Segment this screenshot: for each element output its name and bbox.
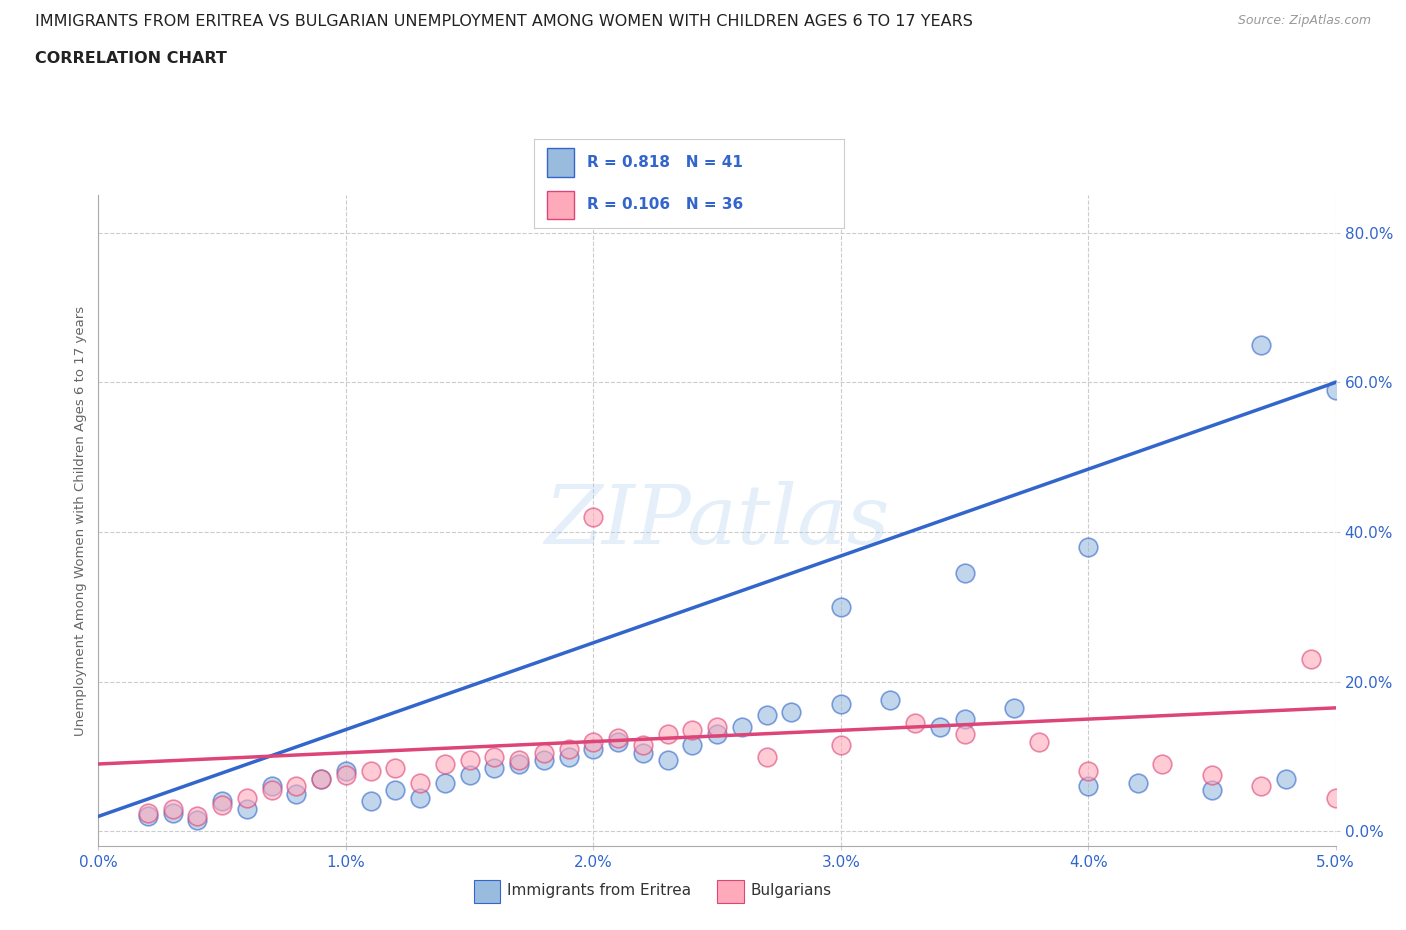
Point xyxy=(186,809,208,824)
Text: ZIPatlas: ZIPatlas xyxy=(544,481,890,561)
Point xyxy=(433,756,456,771)
Point xyxy=(731,719,754,734)
Point xyxy=(533,745,555,760)
Text: IMMIGRANTS FROM ERITREA VS BULGARIAN UNEMPLOYMENT AMONG WOMEN WITH CHILDREN AGES: IMMIGRANTS FROM ERITREA VS BULGARIAN UNE… xyxy=(35,14,973,29)
Point xyxy=(830,600,852,615)
Point xyxy=(1077,764,1099,779)
Point xyxy=(755,708,778,723)
Point xyxy=(236,790,259,805)
Point xyxy=(211,798,233,813)
Point xyxy=(1324,790,1347,805)
Point xyxy=(508,752,530,767)
Bar xyxy=(474,880,501,903)
Point xyxy=(433,776,456,790)
Point xyxy=(285,779,308,794)
Point xyxy=(1324,382,1347,397)
Point xyxy=(928,719,950,734)
Point xyxy=(409,776,432,790)
Point xyxy=(904,715,927,730)
Point xyxy=(953,565,976,580)
Point xyxy=(706,726,728,741)
Point xyxy=(186,813,208,828)
Bar xyxy=(547,148,575,177)
Point xyxy=(631,745,654,760)
Point xyxy=(1275,772,1298,787)
Point xyxy=(384,761,406,776)
Point xyxy=(458,752,481,767)
Point xyxy=(607,734,630,749)
Point xyxy=(309,772,332,787)
Point xyxy=(1077,539,1099,554)
Point xyxy=(1250,338,1272,352)
Point xyxy=(879,693,901,708)
Point xyxy=(260,783,283,798)
Point xyxy=(309,772,332,787)
Point xyxy=(285,787,308,802)
Bar xyxy=(717,880,744,903)
Point xyxy=(236,802,259,817)
Text: R = 0.818   N = 41: R = 0.818 N = 41 xyxy=(586,155,742,170)
Point xyxy=(508,756,530,771)
Text: Source: ZipAtlas.com: Source: ZipAtlas.com xyxy=(1237,14,1371,27)
Point xyxy=(631,737,654,752)
Point xyxy=(1152,756,1174,771)
Point xyxy=(335,764,357,779)
Text: CORRELATION CHART: CORRELATION CHART xyxy=(35,51,226,66)
Point xyxy=(953,726,976,741)
Point xyxy=(1077,779,1099,794)
Point xyxy=(136,809,159,824)
Point xyxy=(582,741,605,756)
Point xyxy=(360,764,382,779)
Point xyxy=(830,697,852,711)
Point xyxy=(335,768,357,783)
Point xyxy=(681,737,703,752)
Point xyxy=(484,749,506,764)
Point xyxy=(1201,783,1223,798)
Point xyxy=(706,719,728,734)
Point xyxy=(607,730,630,745)
Point xyxy=(484,761,506,776)
Point xyxy=(533,752,555,767)
Point xyxy=(557,741,579,756)
Point xyxy=(384,783,406,798)
Text: R = 0.106   N = 36: R = 0.106 N = 36 xyxy=(586,197,744,212)
Point xyxy=(1126,776,1149,790)
Point xyxy=(1299,652,1322,667)
Point xyxy=(681,723,703,737)
Point xyxy=(136,805,159,820)
Text: Bulgarians: Bulgarians xyxy=(751,883,832,898)
Bar xyxy=(547,191,575,219)
Y-axis label: Unemployment Among Women with Children Ages 6 to 17 years: Unemployment Among Women with Children A… xyxy=(75,306,87,736)
Point xyxy=(755,749,778,764)
Point xyxy=(409,790,432,805)
Point xyxy=(830,737,852,752)
Point xyxy=(1201,768,1223,783)
Point xyxy=(260,779,283,794)
Point xyxy=(582,510,605,525)
Point xyxy=(582,734,605,749)
Point xyxy=(1250,779,1272,794)
Text: Immigrants from Eritrea: Immigrants from Eritrea xyxy=(508,883,692,898)
Point xyxy=(458,768,481,783)
Point xyxy=(211,794,233,809)
Point xyxy=(360,794,382,809)
Point xyxy=(780,704,803,719)
Point xyxy=(162,805,184,820)
Point xyxy=(1002,700,1025,715)
Point xyxy=(162,802,184,817)
Point xyxy=(1028,734,1050,749)
Point xyxy=(657,726,679,741)
Point xyxy=(657,752,679,767)
Point xyxy=(953,711,976,726)
Point xyxy=(557,749,579,764)
